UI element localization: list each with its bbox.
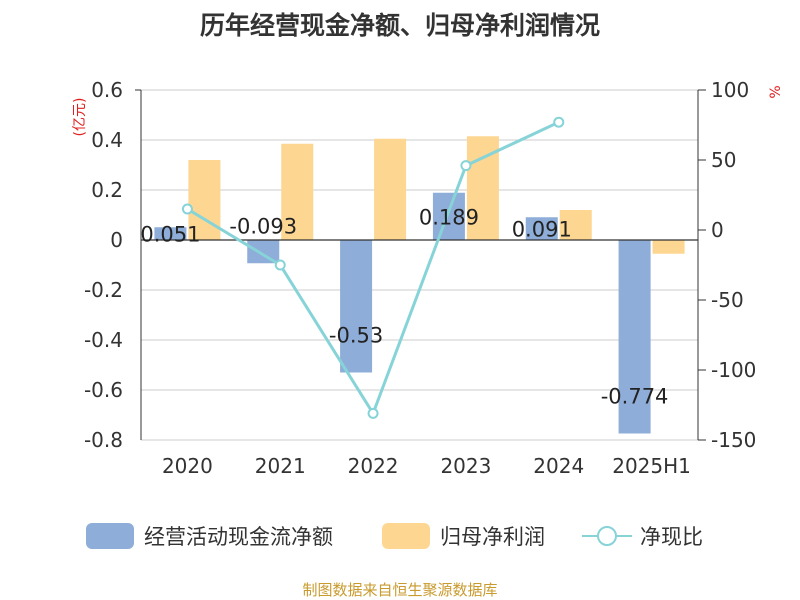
bar-cashflow	[432, 192, 465, 240]
line-layer	[181, 116, 565, 419]
left-tick-label: -0.6	[84, 378, 123, 402]
right-tick-label: 0	[711, 218, 724, 242]
legend-label-net-profit: 归母净利润	[440, 525, 545, 549]
chart-title: 历年经营现金净额、归母净利润情况	[199, 11, 600, 40]
legend-swatch-net-profit	[382, 523, 430, 549]
bar-cashflow	[525, 217, 558, 240]
left-tick-label: 0.6	[91, 78, 123, 102]
bar-cashflow	[618, 240, 651, 434]
legend-item-cash-ratio[interactable]: 净现比	[582, 516, 703, 556]
legend-label-cash-ratio: 净现比	[640, 525, 703, 549]
left-tick-label: -0.4	[84, 328, 123, 352]
bar-net-profit	[559, 210, 592, 240]
point-cash-ratio	[181, 203, 193, 215]
line-cash-ratio	[186, 120, 560, 417]
bar-cashflow	[247, 240, 280, 264]
x-tick-label: 2022	[348, 454, 399, 478]
data-label-cashflow: 0.051	[140, 223, 200, 247]
bar-cashflow	[340, 240, 373, 373]
legend-swatch-cash-ratio	[582, 523, 632, 549]
data-label-cashflow: -0.774	[601, 385, 669, 409]
bar-net-profit	[652, 240, 685, 254]
x-tick-label: 2020	[162, 454, 213, 478]
label-layer: 0.051 -0.093 -0.53 0.189 0.091 -0.774	[140, 205, 668, 408]
axis-layer: 0.6 0.4 0.2 0 -0.2 -0.4 -0.6 -0.8 100 50 0 -50 -100 -…	[72, 78, 784, 478]
point-cash-ratio	[367, 407, 379, 419]
left-tick-label: -0.8	[84, 428, 123, 452]
x-tick-label: 2021	[255, 454, 306, 478]
data-label-cashflow: 0.189	[419, 205, 479, 229]
legend: 经营活动现金流净额 归母净利润 净现比	[0, 516, 800, 556]
data-label-cashflow: -0.093	[229, 214, 297, 238]
legend-swatch-cashflow	[86, 523, 134, 549]
data-label-cashflow: -0.53	[329, 324, 383, 348]
legend-item-net-profit[interactable]: 归母净利润	[382, 516, 545, 556]
left-tick-label: 0	[110, 228, 123, 252]
bar-net-profit	[374, 138, 407, 240]
x-tick-label: 2023	[440, 454, 491, 478]
data-label-cashflow: 0.091	[512, 218, 572, 242]
right-unit-label: %	[768, 85, 784, 98]
x-tick-label: 2025H1	[612, 454, 691, 478]
left-tick-label: -0.2	[84, 278, 123, 302]
bars-layer	[154, 136, 685, 434]
right-tick-label: -150	[711, 428, 756, 452]
legend-item-cashflow[interactable]: 经营活动现金流净额	[86, 516, 333, 556]
right-tick-label: 100	[711, 78, 749, 102]
point-cash-ratio	[274, 259, 286, 271]
right-tick-label: 50	[711, 148, 736, 172]
legend-label-cashflow: 经营活动现金流净额	[144, 525, 333, 549]
point-cash-ratio	[553, 116, 565, 128]
source-note: 制图数据来自恒生聚源数据库	[302, 581, 498, 599]
point-cash-ratio	[460, 160, 472, 172]
left-unit-label: (亿元)	[72, 98, 88, 137]
left-tick-label: 0.2	[91, 178, 123, 202]
bar-net-profit	[281, 143, 314, 240]
right-tick-label: -100	[711, 358, 756, 382]
right-tick-label: -50	[711, 288, 744, 312]
left-tick-label: 0.4	[91, 128, 123, 152]
bar-cashflow	[154, 227, 187, 240]
x-tick-label: 2024	[533, 454, 584, 478]
chart-canvas: 0.6 0.4 0.2 0 -0.2 -0.4 -0.6 -0.8 100 50 0 -50 -100 -…	[72, 78, 784, 478]
